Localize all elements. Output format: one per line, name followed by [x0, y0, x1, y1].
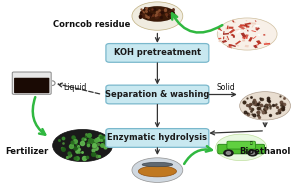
Bar	[246, 26, 250, 28]
Bar	[223, 31, 225, 35]
Bar	[223, 36, 224, 39]
Bar	[257, 34, 261, 36]
Bar	[247, 30, 249, 32]
Bar	[236, 29, 241, 34]
Text: Enzymatic hydrolysis: Enzymatic hydrolysis	[107, 133, 207, 143]
Bar	[256, 40, 262, 44]
Bar	[253, 36, 256, 39]
Bar	[227, 26, 228, 29]
Circle shape	[226, 152, 231, 154]
Bar	[233, 35, 235, 38]
FancyBboxPatch shape	[14, 78, 49, 93]
Bar	[218, 40, 222, 42]
Bar	[240, 33, 246, 37]
FancyBboxPatch shape	[218, 144, 265, 154]
Bar	[225, 27, 230, 30]
Circle shape	[248, 150, 257, 156]
Circle shape	[224, 150, 233, 156]
Ellipse shape	[217, 18, 277, 50]
Bar	[251, 30, 256, 32]
Bar	[228, 44, 231, 46]
Bar	[256, 27, 260, 31]
Ellipse shape	[142, 162, 173, 167]
FancyBboxPatch shape	[12, 72, 51, 94]
Bar	[240, 24, 248, 27]
Bar	[263, 34, 265, 36]
Bar	[255, 25, 260, 27]
Bar	[230, 44, 236, 47]
Text: Bioethanol: Bioethanol	[239, 147, 291, 156]
Bar	[231, 34, 235, 36]
Bar	[227, 36, 229, 40]
Ellipse shape	[132, 158, 183, 182]
FancyBboxPatch shape	[106, 85, 209, 104]
Bar	[217, 27, 222, 32]
Bar	[236, 44, 239, 47]
Bar	[223, 33, 229, 35]
Bar	[254, 44, 259, 46]
Bar	[217, 29, 223, 33]
Ellipse shape	[138, 166, 176, 177]
Bar	[231, 20, 236, 23]
Bar	[229, 28, 231, 32]
Bar	[243, 40, 245, 41]
Bar	[255, 27, 258, 29]
Bar	[232, 20, 234, 22]
Bar	[229, 29, 235, 34]
Bar	[242, 36, 245, 39]
FancyBboxPatch shape	[106, 44, 209, 62]
Bar	[249, 22, 256, 25]
Ellipse shape	[216, 134, 267, 161]
Ellipse shape	[240, 92, 290, 120]
Bar	[246, 37, 248, 39]
Bar	[239, 25, 245, 27]
Bar	[228, 44, 232, 47]
Bar	[253, 45, 258, 48]
Text: Corncob residue: Corncob residue	[53, 20, 130, 29]
Bar	[218, 38, 222, 39]
Bar	[248, 37, 253, 42]
Text: Separation & washing: Separation & washing	[105, 90, 209, 99]
Bar	[245, 28, 248, 30]
Bar	[265, 42, 268, 43]
Bar	[228, 27, 234, 29]
Bar	[225, 38, 228, 41]
Bar	[227, 46, 232, 48]
Text: KOH pretreatment: KOH pretreatment	[114, 48, 201, 57]
Ellipse shape	[140, 6, 175, 22]
Circle shape	[250, 152, 255, 154]
Bar	[264, 43, 270, 45]
Bar	[245, 20, 248, 22]
Text: Solid: Solid	[217, 83, 236, 92]
FancyBboxPatch shape	[106, 129, 209, 147]
Bar	[242, 39, 245, 41]
Ellipse shape	[132, 2, 183, 30]
Bar	[242, 35, 245, 37]
Bar	[222, 40, 227, 43]
Bar	[238, 25, 245, 30]
Bar	[245, 34, 249, 37]
Bar	[244, 36, 246, 39]
Bar	[235, 40, 241, 45]
Text: 🌿: 🌿	[250, 141, 253, 145]
Bar	[245, 45, 249, 47]
Text: Fertilizer: Fertilizer	[6, 147, 49, 156]
Text: Liquid: Liquid	[64, 83, 87, 92]
Ellipse shape	[53, 129, 113, 162]
Bar	[252, 25, 254, 28]
Bar	[255, 20, 256, 22]
Bar	[235, 29, 242, 30]
Bar	[244, 23, 251, 25]
FancyBboxPatch shape	[227, 141, 255, 149]
